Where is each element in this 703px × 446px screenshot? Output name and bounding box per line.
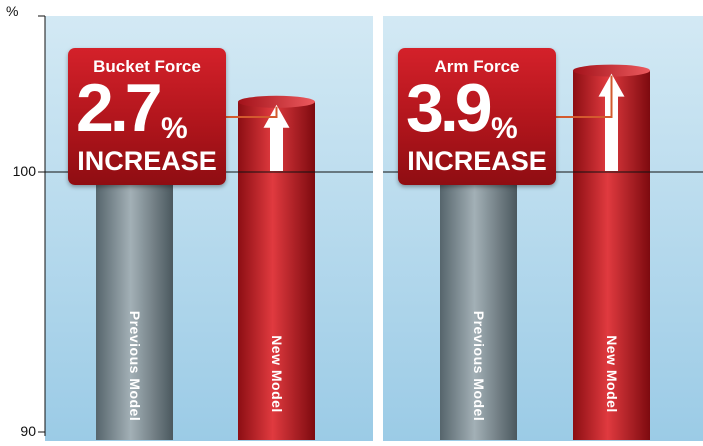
callout-title: Bucket Force xyxy=(93,57,201,76)
previous-model-bar xyxy=(96,172,173,440)
panel-divider xyxy=(373,16,383,441)
previous-model-bar xyxy=(440,172,517,440)
new-model-label: New Model xyxy=(603,335,620,413)
previous-model-label: Previous Model xyxy=(470,310,487,422)
increase-arrow-icon xyxy=(598,73,625,171)
callout-unit: % xyxy=(161,112,188,145)
callout-unit: % xyxy=(491,112,518,145)
new-model-bar-cap xyxy=(573,64,650,77)
y-unit-label: % xyxy=(6,3,19,19)
increase-callout: Arm Force 3.9% INCREASE xyxy=(398,48,556,185)
increase-callout: Bucket Force 2.7% INCREASE xyxy=(68,48,226,185)
callout-leader-line xyxy=(226,106,278,118)
new-model-bar-cap xyxy=(238,95,315,108)
callout-title: Arm Force xyxy=(434,57,520,76)
increase-arrow-icon xyxy=(263,104,290,171)
callout-label: INCREASE xyxy=(407,146,547,176)
previous-model-label: Previous Model xyxy=(126,310,143,422)
callout-value: 2.7 xyxy=(76,70,163,146)
callout-label: INCREASE xyxy=(77,146,217,176)
y-tick-label: 90 xyxy=(20,423,36,439)
new-model-label: New Model xyxy=(268,335,285,413)
callout-value: 3.9 xyxy=(406,70,493,146)
callout-leader-line xyxy=(556,75,613,118)
y-tick-label: 100 xyxy=(12,163,36,179)
